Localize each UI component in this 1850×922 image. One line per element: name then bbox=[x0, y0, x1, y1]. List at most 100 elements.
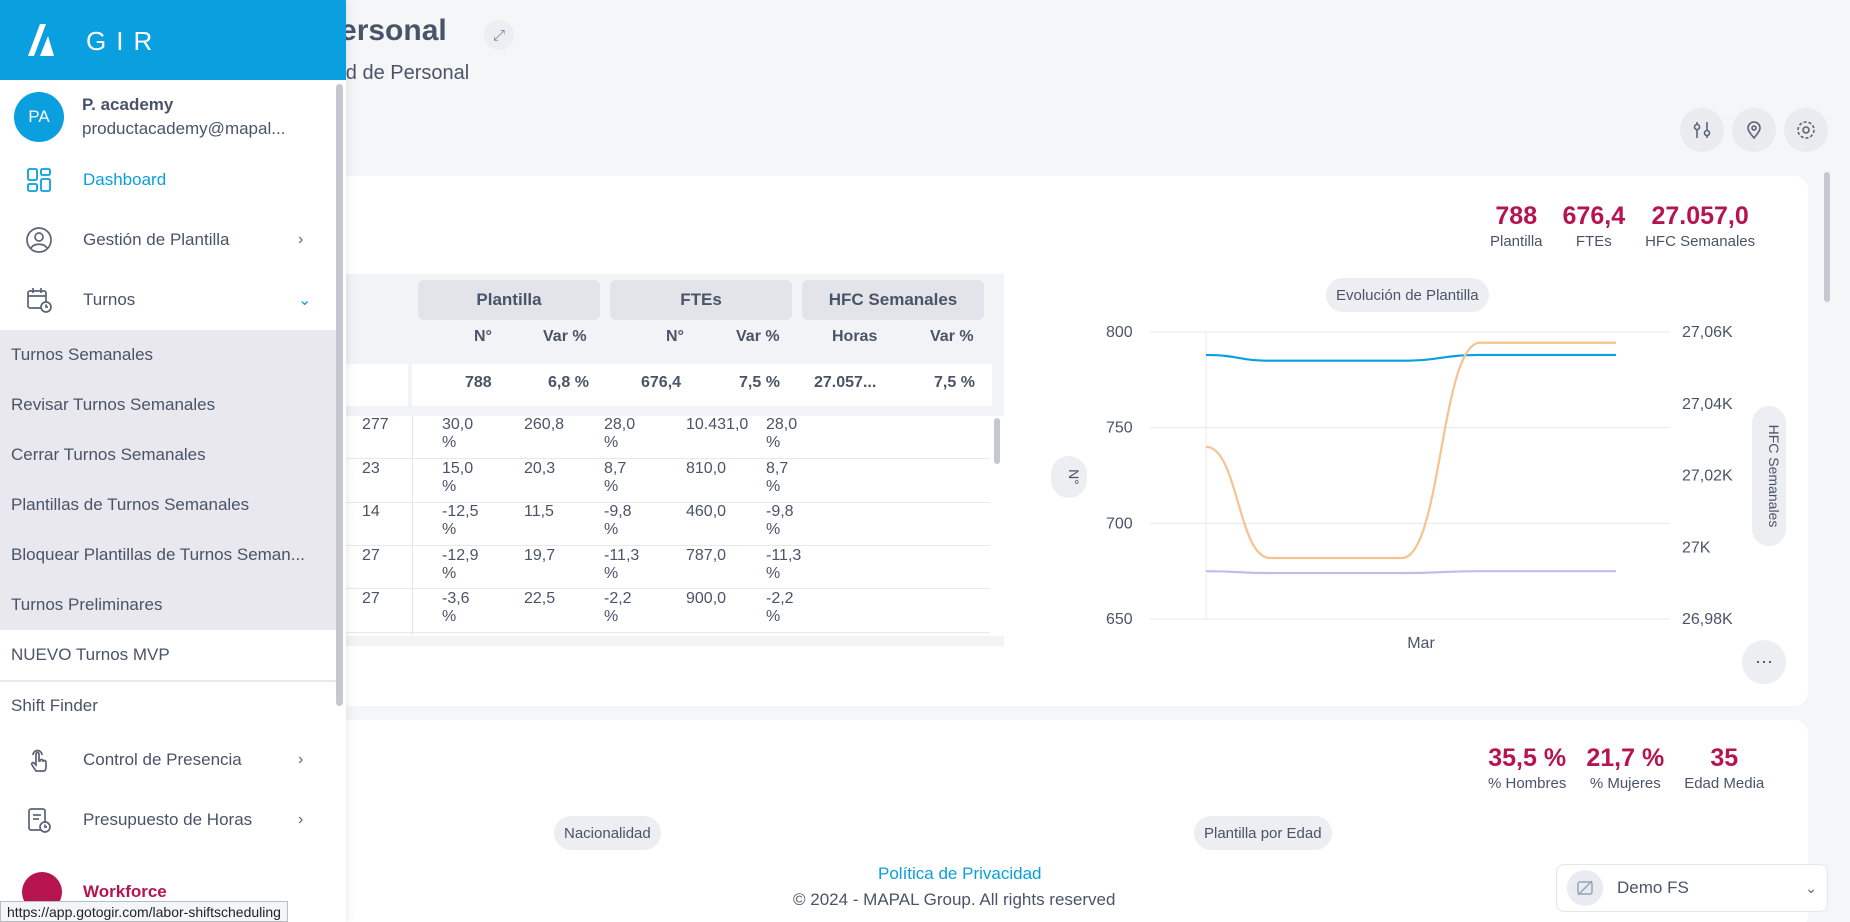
user-email: productacademy@mapal... bbox=[82, 119, 286, 138]
total-row bbox=[412, 364, 992, 406]
y2-axis-label: HFC Semanales bbox=[1766, 425, 1782, 528]
table-cell: 28,0 % bbox=[766, 416, 798, 451]
gear-icon[interactable] bbox=[1784, 108, 1828, 152]
submenu-item[interactable]: Bloquear Plantillas de Turnos Seman... bbox=[11, 545, 305, 564]
table-cell: 8,7 % bbox=[766, 459, 789, 495]
table-cell: 900,0 bbox=[686, 590, 727, 607]
table-cell: 27 bbox=[362, 590, 380, 607]
submenu-item[interactable]: Cerrar Turnos Semanales bbox=[11, 445, 206, 464]
copyright: © 2024 - MAPAL Group. All rights reserve… bbox=[793, 890, 1116, 909]
submenu-item[interactable]: Shift Finder bbox=[11, 696, 98, 715]
table-cell: -12,9 % bbox=[442, 546, 479, 582]
table-cell: 788 bbox=[465, 374, 492, 391]
table-cell: -3,6 % bbox=[442, 590, 470, 625]
table-cell: 15,0 % bbox=[442, 459, 474, 495]
sidebar-scrollbar[interactable] bbox=[336, 84, 343, 706]
kpi-women: 21,7 %% Mujeres bbox=[1586, 744, 1665, 792]
kpi-hfc: 27.057,0 HFC Semanales bbox=[1645, 202, 1756, 250]
submenu-item[interactable]: Revisar Turnos Semanales bbox=[11, 395, 216, 414]
sidebar: GIR PA P. academy productacademy@mapal..… bbox=[0, 0, 346, 922]
table-cell: 8,7 % bbox=[604, 459, 627, 495]
user-circle-icon bbox=[24, 225, 54, 255]
series-line-1 bbox=[1205, 570, 1616, 575]
tenant-selector[interactable]: Demo FS ⌄ bbox=[1556, 864, 1828, 912]
sidebar-item-gestion-plantilla[interactable]: Gestión de Plantilla › bbox=[0, 212, 336, 268]
sidebar-item-control-presencia[interactable]: Control de Presencia › bbox=[0, 732, 336, 788]
table-cell: 7,5 % bbox=[934, 374, 975, 391]
submenu-item-hovered[interactable]: NUEVO Turnos MVP bbox=[0, 630, 336, 680]
table-cell: 28,0 % bbox=[604, 416, 636, 451]
sidebar-item-workforce[interactable]: Workforce bbox=[83, 882, 167, 901]
table-cell: 14 bbox=[362, 503, 380, 520]
table-cell: -12,5 % bbox=[442, 503, 479, 538]
chevron-right-icon: › bbox=[298, 231, 304, 248]
nationality-chart-title: Nacionalidad bbox=[554, 816, 661, 850]
sidebar-item-presupuesto-horas[interactable]: Presupuesto de Horas › bbox=[0, 792, 336, 848]
table-body[interactable] bbox=[300, 416, 1004, 636]
kpi-ftes: 676,4 FTEs bbox=[1562, 202, 1626, 250]
submenu-item[interactable]: Turnos Preliminares bbox=[11, 595, 163, 614]
status-bar-url: https://app.gotogir.com/labor-shiftsched… bbox=[0, 901, 288, 922]
y2-tick-label: 27K bbox=[1682, 539, 1711, 556]
y-tick-label: 700 bbox=[1106, 515, 1133, 532]
location-pin-icon[interactable] bbox=[1732, 108, 1776, 152]
table-cell: -11,3 % bbox=[604, 546, 640, 582]
sidebar-item-label: Presupuesto de Horas bbox=[83, 810, 253, 829]
submenu-item[interactable]: Turnos Semanales bbox=[11, 345, 154, 364]
y-axis-label: N° bbox=[1066, 469, 1082, 485]
brand-header: GIR bbox=[0, 0, 346, 80]
age-chart-title: Plantilla por Edad bbox=[1194, 816, 1332, 850]
y2-tick-label: 26,98K bbox=[1682, 611, 1733, 628]
plantilla-table: Plantilla FTEs HFC Semanales N° Var % N°… bbox=[300, 274, 1004, 646]
chevron-down-icon: ⌄ bbox=[298, 292, 312, 309]
table-cell: 27 bbox=[362, 546, 380, 564]
table-cell: 11,5 bbox=[524, 503, 554, 520]
document-clock-icon bbox=[24, 805, 54, 835]
table-group-header: FTEs bbox=[610, 280, 792, 320]
table-subheader: Var % bbox=[543, 328, 587, 345]
user-profile[interactable]: PA P. academy productacademy@mapal... bbox=[14, 92, 312, 142]
table-cell: 810,0 bbox=[686, 459, 727, 477]
table-cell: 676,4 bbox=[641, 374, 682, 391]
chevron-right-icon: › bbox=[298, 811, 304, 828]
table-cell: 6,8 % bbox=[548, 374, 589, 391]
series-line-0 bbox=[1205, 353, 1616, 362]
table-subheader: Var % bbox=[930, 328, 974, 345]
table-cell: 460,0 bbox=[686, 503, 727, 520]
user-name: P. academy bbox=[82, 95, 174, 114]
main-scrollbar[interactable] bbox=[1824, 172, 1830, 302]
table-cell: 7,5 % bbox=[739, 374, 780, 391]
y2-tick-label: 27,02K bbox=[1682, 468, 1733, 485]
kpis-plantilla: 788 Plantilla 676,4 FTEs 27.057,0 HFC Seman… bbox=[1490, 202, 1755, 250]
table-cell: 277 bbox=[362, 416, 389, 433]
chevron-down-icon: ⌄ bbox=[1805, 879, 1817, 896]
kpis-demographics: 35,5 %% Hombres 21,7 %% Mujeres 35 Edad M… bbox=[1488, 744, 1764, 792]
filter-sliders-icon[interactable] bbox=[1680, 108, 1724, 152]
table-subheader: N° bbox=[666, 328, 684, 345]
y2-axis-label-pill bbox=[1752, 406, 1786, 546]
table-group-header: HFC Semanales bbox=[802, 280, 984, 320]
dashboard-grid-icon bbox=[24, 165, 54, 195]
privacy-policy-link[interactable]: Política de Privacidad bbox=[878, 864, 1042, 883]
table-subheader: N° bbox=[474, 328, 492, 345]
expand-icon[interactable]: ⤢ bbox=[484, 20, 514, 50]
table-cell: 27.057... bbox=[814, 374, 877, 391]
more-options-icon[interactable]: ⋯ bbox=[1742, 640, 1786, 684]
table-cell: 22,5 bbox=[524, 590, 556, 607]
y-tick-label: 800 bbox=[1106, 324, 1133, 341]
tenant-image-icon bbox=[1567, 870, 1603, 906]
table-scrollbar[interactable] bbox=[994, 418, 1000, 464]
table-cell: 10.431,0 bbox=[686, 416, 749, 433]
sidebar-item-turnos[interactable]: Turnos ⌄ bbox=[0, 272, 336, 328]
chevron-right-icon: › bbox=[298, 751, 304, 768]
y2-tick-label: 27,04K bbox=[1682, 396, 1733, 413]
table-cell: 260,8 bbox=[524, 416, 565, 433]
sidebar-item-dashboard[interactable]: Dashboard bbox=[0, 152, 336, 208]
table-cell: -9,8 % bbox=[604, 503, 632, 538]
page-subtitle: ard de Personal bbox=[328, 62, 470, 84]
tenant-label: Demo FS bbox=[1617, 878, 1689, 897]
table-cell: 30,0 % bbox=[442, 416, 474, 451]
submenu-item[interactable]: Plantillas de Turnos Semanales bbox=[11, 495, 250, 514]
y-tick-label: 750 bbox=[1106, 420, 1133, 437]
y2-tick-label: 27,06K bbox=[1682, 324, 1733, 341]
